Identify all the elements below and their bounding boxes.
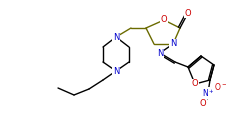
Text: O$^-$: O$^-$ (215, 82, 228, 93)
Text: O: O (161, 15, 167, 25)
Text: O: O (185, 8, 191, 17)
Text: N: N (113, 32, 119, 42)
Text: N: N (170, 40, 176, 48)
Text: O: O (192, 80, 198, 88)
Text: N$^+$: N$^+$ (202, 87, 214, 99)
Text: O: O (200, 99, 206, 108)
Text: N: N (157, 48, 163, 57)
Text: N: N (113, 67, 119, 76)
